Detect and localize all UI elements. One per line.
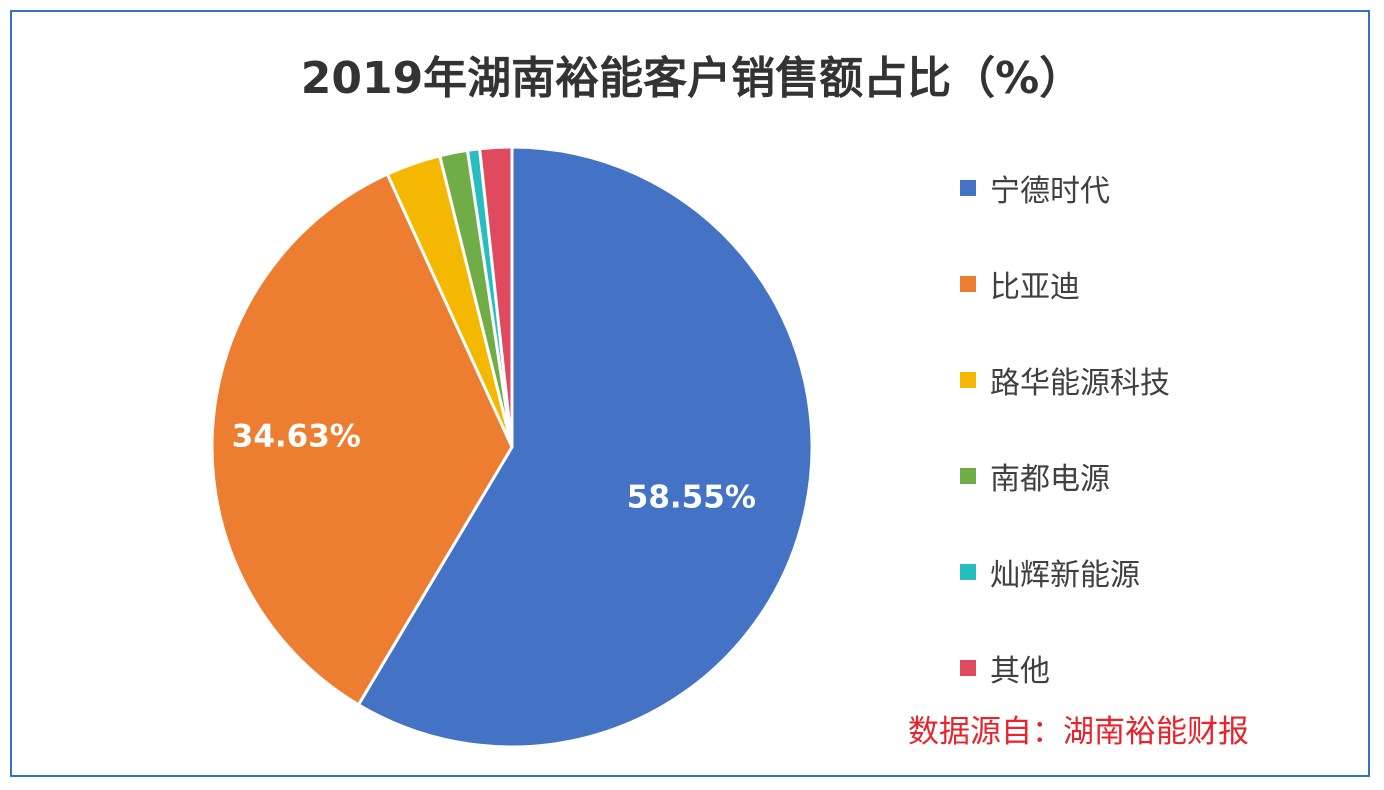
- legend-label: 其他: [990, 654, 1050, 689]
- legend-item: 南都电源: [960, 428, 1170, 524]
- legend-item: 比亚迪: [960, 236, 1170, 332]
- legend-swatch: [960, 660, 976, 676]
- data-label-1: 34.63%: [232, 418, 361, 454]
- legend-swatch: [960, 180, 976, 196]
- legend-swatch: [960, 276, 976, 292]
- legend-label: 比亚迪: [990, 270, 1080, 305]
- chart-title: 2019年湖南裕能客户销售额占比（%）: [300, 53, 1084, 104]
- legend-label: 灿辉新能源: [990, 558, 1140, 593]
- legend-label: 南都电源: [990, 462, 1110, 497]
- legend-item: 其他: [960, 620, 1170, 716]
- legend-item: 路华能源科技: [960, 332, 1170, 428]
- source-note: 数据源自：湖南裕能财报: [908, 714, 1249, 750]
- pie-slice-0: [356, 145, 814, 749]
- legend-swatch: [960, 468, 976, 484]
- chart-frame: [10, 10, 1370, 777]
- legend-swatch: [960, 564, 976, 580]
- legend-swatch: [960, 372, 976, 388]
- legend-item: 灿辉新能源: [960, 524, 1170, 620]
- pie-slice-1: [210, 172, 514, 707]
- legend-label: 路华能源科技: [990, 366, 1170, 401]
- legend-label: 宁德时代: [990, 174, 1110, 209]
- pie-slice-5: [477, 145, 514, 448]
- data-label-0: 58.55%: [627, 479, 756, 515]
- legend-item: 宁德时代: [960, 140, 1170, 236]
- legend: 宁德时代比亚迪路华能源科技 南都电源灿辉新能源其他: [960, 140, 1170, 716]
